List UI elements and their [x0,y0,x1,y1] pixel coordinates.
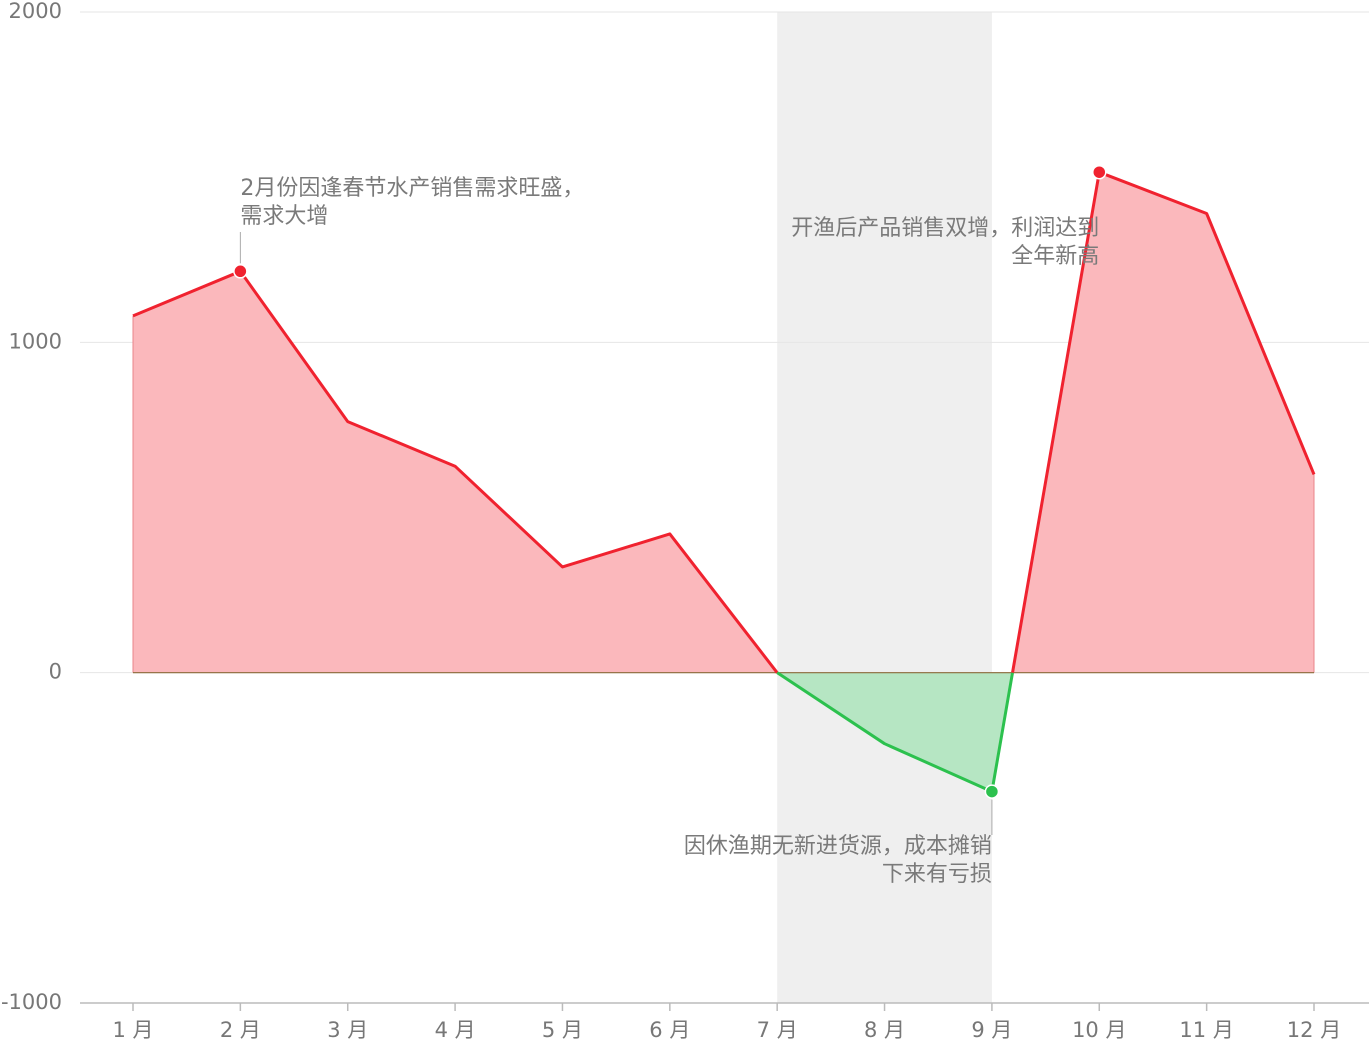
y-tick-label: 1000 [9,329,62,353]
x-tick-label: 2 月 [220,1018,261,1042]
negative-area [777,672,1013,792]
x-tick-label: 3 月 [327,1018,368,1042]
x-tick-label: 7 月 [757,1018,798,1042]
x-tick-label: 5 月 [542,1018,583,1042]
area-layer [132,172,1315,792]
annotation-text: 需求大增 [240,204,328,229]
positive-area [1012,172,1314,673]
annotation-text: 因休渔期无新进货源，成本摊销 [684,834,992,859]
annotation-layer: 2月份因逢春节水产销售需求旺盛， 需求大增 开渔后产品销售双增，利润达到全年新高因休… [239,176,1099,887]
data-point-marker [1092,164,1107,180]
x-tick-label: 8 月 [864,1018,905,1042]
y-tick-label: -1000 [1,990,62,1014]
annotation-text: 2月份因逢春节水产销售需求旺盛， [240,176,584,201]
x-tick-label: 12 月 [1287,1018,1341,1042]
data-point-marker [984,784,1000,799]
x-tick-label: 6 月 [649,1018,690,1042]
marker-layer [233,164,1107,799]
positive-series-line [1011,170,1316,673]
y-tick-label: 2000 [9,0,62,23]
highlight-region [777,12,992,1003]
x-tick-label: 4 月 [435,1018,476,1042]
data-point-marker [233,264,248,279]
negative-series-line [776,671,1014,794]
y-tick-label: 0 [49,660,62,684]
x-tick-label: 10 月 [1072,1018,1126,1042]
annotation-text: 全年新高 [1011,244,1099,269]
x-tick-label: 11 月 [1179,1018,1233,1042]
x-tick-label: 9 月 [971,1018,1012,1042]
annotation-text: 开渔后产品销售双增，利润达到 [791,216,1099,241]
positive-area [133,271,778,673]
annotation-text: 下来有亏损 [882,862,992,887]
x-tick-label: 1 月 [112,1018,153,1042]
highlight-region-layer [777,12,992,1003]
